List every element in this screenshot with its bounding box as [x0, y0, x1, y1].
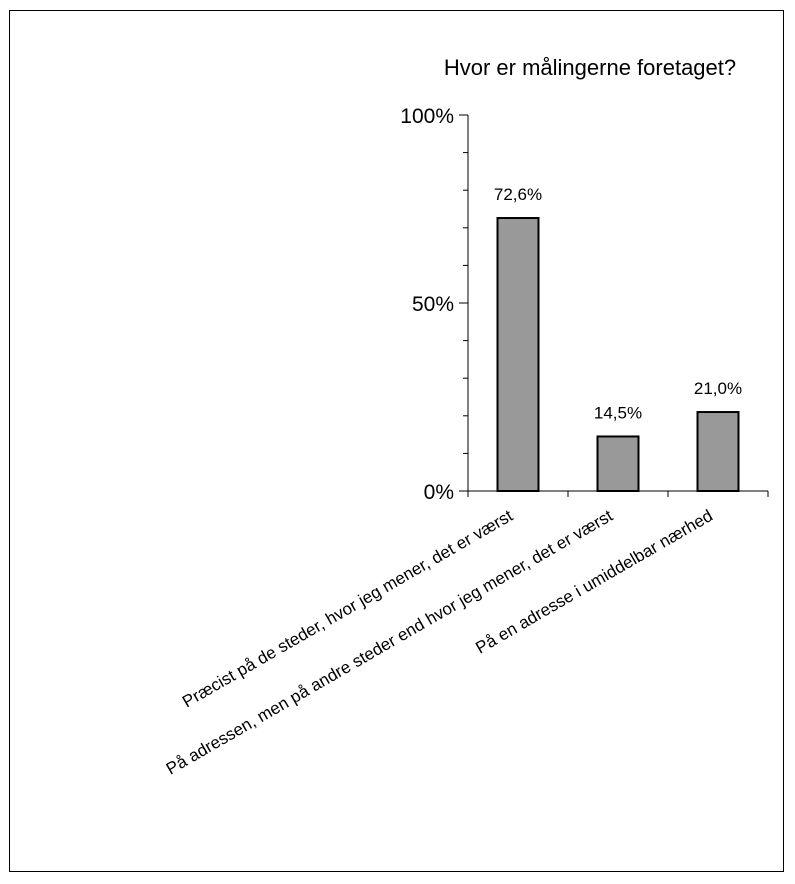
data-label-3: 21,0% [694, 379, 742, 398]
bar-1 [496, 217, 540, 493]
data-label-2: 14,5% [594, 403, 642, 422]
y-tick-label: 50% [412, 293, 454, 316]
x-category-label-2: På adressen, men på andre steder end hvo… [163, 506, 616, 779]
bar-2 [596, 435, 640, 493]
y-tick-label: 0% [424, 481, 454, 504]
bars [496, 217, 740, 493]
y-tick-label: 100% [400, 105, 454, 128]
bar-3 [696, 411, 740, 493]
chart-title: Hvor er målingerne foretaget? [444, 55, 736, 80]
chart-frame [9, 10, 784, 872]
data-label-1: 72,6% [494, 185, 542, 204]
